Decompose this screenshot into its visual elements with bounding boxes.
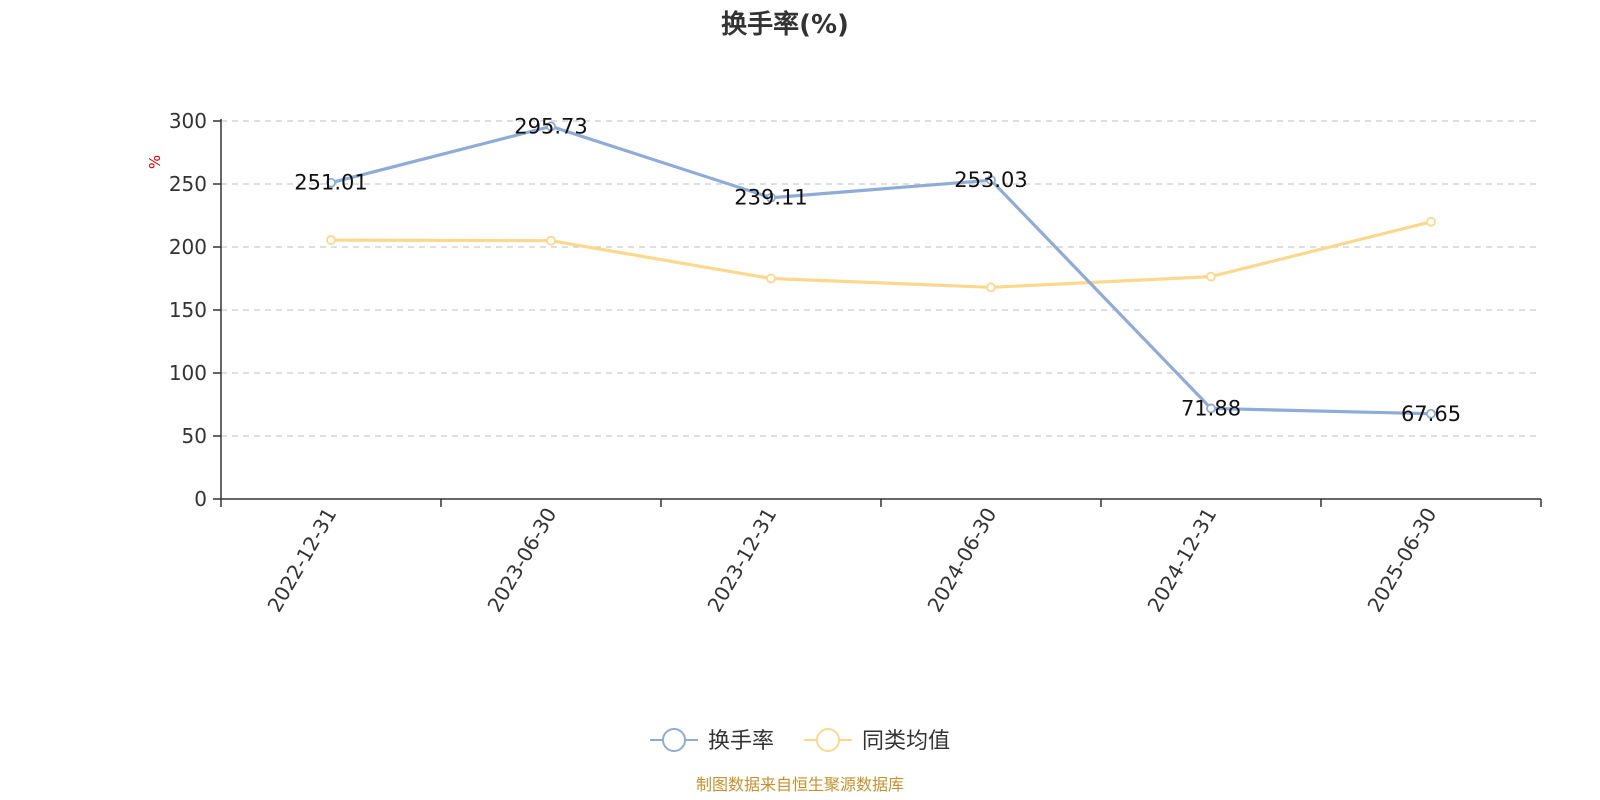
legend-label: 换手率 (708, 729, 774, 754)
y-tick-label-150: 150 (169, 298, 207, 322)
x-tick-label-2022-12-31: 2022-12-31 (262, 504, 341, 617)
point-换手率-2023-12-31[interactable] (766, 192, 776, 203)
x-tick-label-2023-06-30: 2023-06-30 (482, 504, 561, 617)
y-tick-label-50: 50 (182, 424, 207, 448)
source-note: 制图数据来自恒生聚源数据库 (696, 775, 904, 794)
point-同类均值-2022-12-31[interactable] (326, 235, 336, 245)
series-line-换手率 (329, 124, 1433, 416)
y-axis-unit: % (146, 155, 164, 169)
data-label-2023-06-30: 295.73 (514, 114, 587, 138)
legend-swatch-circle (816, 728, 840, 752)
point-同类均值-2024-06-30[interactable] (986, 282, 996, 293)
point-换手率-2025-06-30[interactable] (1426, 408, 1436, 419)
axes: 0 50 100 150 200 250 300 2022-12-31 2023-06-30 20… (169, 109, 1542, 617)
point-同类均值-2025-06-30[interactable] (1426, 216, 1436, 227)
point-同类均值-2023-12-31[interactable] (766, 273, 776, 284)
legend-item-同类均值[interactable]: 同类均值 (804, 728, 950, 754)
point-同类均值-2023-06-30[interactable] (546, 235, 556, 246)
data-label-2025-06-30: 67.65 (1401, 402, 1461, 426)
x-tick-label-2024-12-31: 2024-12-31 (1142, 504, 1221, 617)
data-label-2024-06-30: 253.03 (954, 168, 1027, 192)
y-tick-label-250: 250 (169, 172, 207, 196)
y-tick-label-100: 100 (169, 361, 207, 385)
point-换手率-2022-12-31[interactable] (326, 177, 336, 188)
legend-swatch-circle (662, 728, 686, 752)
point-换手率-2023-06-30[interactable] (546, 121, 556, 132)
y-tick-label-300: 300 (169, 109, 207, 133)
x-tick-label-2024-06-30: 2024-06-30 (922, 504, 1001, 617)
series-layer (326, 121, 1436, 419)
legend[interactable]: 换手率 同类均值 (650, 728, 950, 754)
data-label-2022-12-31: 251.01 (294, 171, 367, 195)
x-tick-label-2025-06-30: 2025-06-30 (1362, 504, 1441, 617)
grid-lines (221, 120, 1541, 437)
y-tick-label-0: 0 (194, 487, 207, 511)
data-label-2023-12-31: 239.11 (734, 186, 807, 210)
data-label-2024-12-31: 71.88 (1181, 396, 1241, 420)
legend-item-换手率[interactable]: 换手率 (650, 728, 774, 754)
series-line-同类均值 (329, 220, 1433, 289)
data-labels: 251.01 295.73 239.11 253.03 71.88 67.65 (294, 114, 1461, 425)
legend-label: 同类均值 (862, 729, 950, 754)
point-换手率-2024-06-30[interactable] (986, 175, 996, 186)
point-换手率-2024-12-31[interactable] (1206, 403, 1216, 414)
chart-title: 换手率(%) (721, 9, 849, 40)
y-tick-label-200: 200 (169, 235, 207, 259)
x-tick-label-2023-12-31: 2023-12-31 (702, 504, 781, 617)
point-同类均值-2024-12-31[interactable] (1206, 271, 1216, 282)
